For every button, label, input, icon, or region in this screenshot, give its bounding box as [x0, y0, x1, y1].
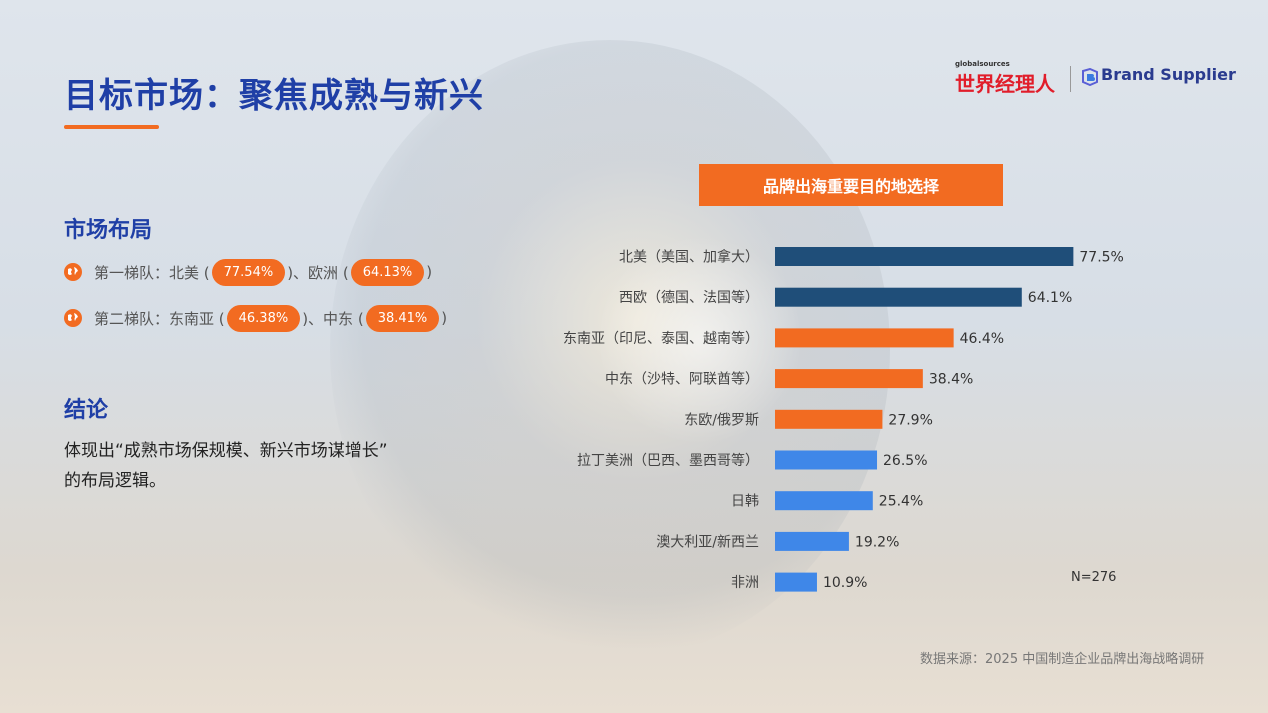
value-label-2: 46.4% — [960, 331, 1004, 347]
bar-1 — [775, 287, 1022, 307]
value-label-8: 10.9% — [823, 575, 867, 591]
globe-icon — [64, 309, 82, 327]
brand-supplier-icon — [1082, 68, 1098, 86]
value-label-5: 26.5% — [883, 453, 927, 469]
background-glow — [600, 230, 800, 450]
category-label-3: 中东（沙特、阿联酋等） — [605, 371, 759, 388]
value-label-6: 25.4% — [879, 494, 923, 510]
logo-chinese-text: 世界经理人 — [955, 72, 1055, 96]
market-layout-heading: 市场布局 — [64, 218, 153, 243]
bar-8 — [775, 572, 817, 592]
tier2-value-me: 38.41% — [365, 304, 440, 332]
conclusion-line-1: 体现出“成熟市场保规模、新兴市场谋增长” — [64, 441, 388, 461]
category-label-1: 西欧（德国、法国等） — [619, 289, 759, 306]
value-label-0: 77.5% — [1079, 250, 1123, 266]
globalsources-text: globalsources — [955, 60, 1010, 68]
page-title: 目标市场：聚焦成熟与新兴 — [64, 76, 484, 116]
category-label-0: 北美（美国、加拿大） — [619, 249, 759, 266]
brand-supplier-text: Brand Supplier — [1101, 65, 1236, 84]
category-label-5: 拉丁美洲（巴西、墨西哥等） — [577, 452, 759, 469]
value-label-7: 19.2% — [855, 534, 899, 550]
value-label-4: 27.9% — [888, 412, 932, 428]
chart-header: 品牌出海重要目的地选择 — [699, 164, 1003, 206]
title-underline — [64, 125, 159, 129]
sample-size-label: N=276 — [1071, 570, 1117, 585]
tier1-mid: )、欧洲 ( — [287, 263, 349, 282]
conclusion-line-2: 的布局逻辑。 — [64, 471, 166, 491]
bar-2 — [775, 328, 954, 348]
value-label-1: 64.1% — [1028, 290, 1072, 306]
tier2-row: 第二梯队：东南亚 ( 46.38% )、中东 ( 38.41% ) — [64, 302, 447, 334]
category-label-4: 东欧/俄罗斯 — [684, 412, 759, 428]
tier2-value-sea: 46.38% — [226, 304, 301, 332]
conclusion-heading: 结论 — [64, 398, 109, 423]
value-label-3: 38.4% — [929, 372, 973, 388]
conclusion-text: 体现出“成熟市场保规模、新兴市场谋增长” 的布局逻辑。 — [64, 436, 484, 496]
bar-5 — [775, 450, 878, 470]
tier2-mid: )、中东 ( — [302, 309, 364, 328]
bar-7 — [775, 531, 849, 551]
globe-icon — [64, 263, 82, 281]
logo-divider — [1070, 66, 1071, 92]
bar-3 — [775, 369, 923, 389]
bar-6 — [775, 491, 873, 511]
category-label-8: 非洲 — [731, 575, 759, 591]
tier1-value-na: 77.54% — [211, 258, 286, 286]
tier1-suffix: ) — [426, 263, 433, 281]
tier2-suffix: ) — [441, 309, 448, 327]
tier1-value-eu: 64.13% — [350, 258, 425, 286]
bar-4 — [775, 409, 883, 429]
category-label-7: 澳大利亚/新西兰 — [656, 534, 759, 550]
category-label-2: 东南亚（印尼、泰国、越南等） — [563, 330, 759, 347]
tier1-prefix: 第一梯队：北美 ( — [94, 263, 210, 282]
bar-0 — [775, 247, 1074, 266]
source-note: 数据来源：2025 中国制造企业品牌出海战略调研 — [920, 652, 1205, 667]
category-label-6: 日韩 — [731, 494, 759, 510]
tier1-row: 第一梯队：北美 ( 77.54% )、欧洲 ( 64.13% ) — [64, 256, 432, 288]
tier2-prefix: 第二梯队：东南亚 ( — [94, 309, 225, 328]
